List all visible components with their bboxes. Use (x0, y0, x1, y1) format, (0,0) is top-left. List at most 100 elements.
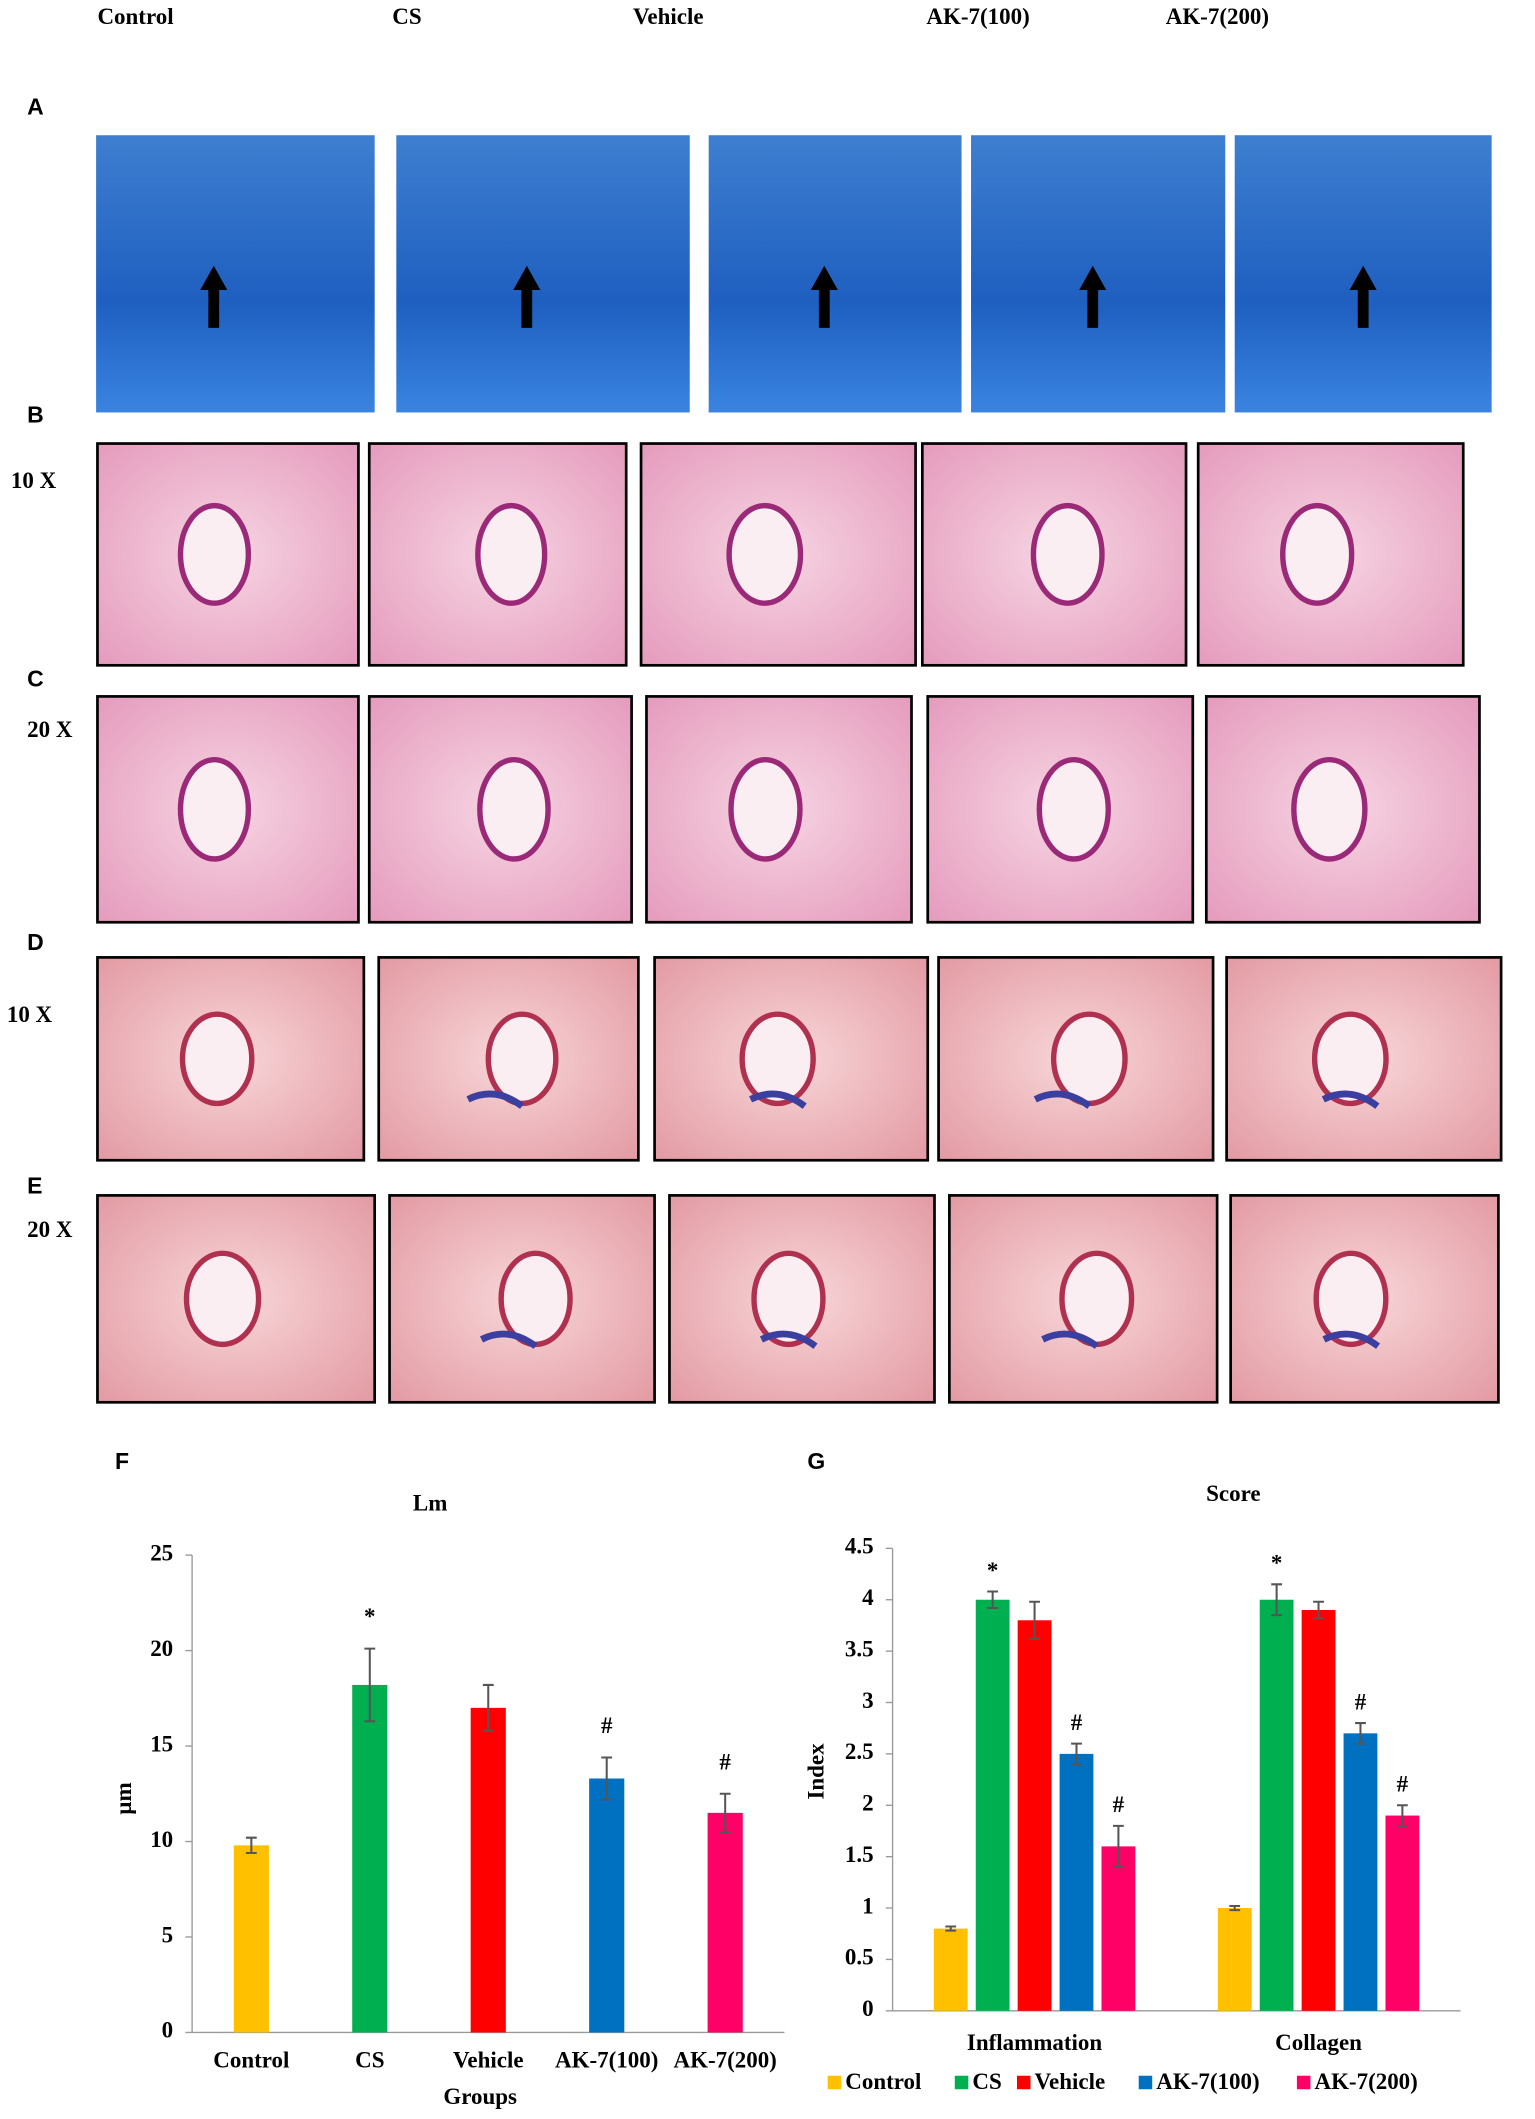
airway (728, 756, 803, 862)
bar (1259, 1599, 1294, 2011)
airway (1313, 1250, 1389, 1348)
y-tick-label: 0.5 (845, 1945, 874, 1970)
error-bar (1029, 1600, 1040, 1640)
y-tick-label: 2 (862, 1791, 873, 1816)
chart-title: Lm (413, 1490, 447, 1515)
arrow (1079, 265, 1107, 328)
collagen-stain (759, 1330, 818, 1349)
y-axis-label: µm (111, 1782, 136, 1814)
x-tick-label: Vehicle (453, 2047, 524, 2072)
error-bar (364, 1647, 376, 1723)
y-tick-label: 10 (150, 1827, 173, 1852)
legend-label: Control (845, 2069, 921, 2094)
column-header: AK-7(200) (1166, 4, 1269, 29)
column-header: Control (97, 4, 173, 29)
arrow (1349, 265, 1377, 328)
bar (1059, 1753, 1094, 2011)
y-tick-label: 20 (150, 1636, 173, 1661)
collagen-stain (466, 1090, 525, 1109)
column-header: AK-7(100) (926, 4, 1029, 29)
y-tick-label: 25 (150, 1540, 173, 1565)
bar (233, 1845, 269, 2033)
magnification: 10 X (7, 1002, 53, 1027)
airway (177, 502, 252, 606)
column-header: CS (392, 4, 421, 29)
column-header: Vehicle (633, 4, 704, 29)
legend-label: Vehicle (1035, 2069, 1106, 2094)
y-tick-label: 0 (162, 2018, 173, 2043)
x-tick-label: Inflammation (967, 2030, 1102, 2055)
legend-label: CS (972, 2069, 1001, 2094)
panel-label: B (27, 402, 44, 428)
collagen-stain (1322, 1330, 1381, 1349)
y-tick-label: 4 (862, 1585, 874, 1610)
bar (1101, 1846, 1136, 2011)
error-bar (1355, 1722, 1366, 1745)
chart-title: Score (1206, 1481, 1260, 1506)
arrow (200, 265, 228, 328)
y-tick-label: 5 (162, 1922, 173, 1947)
significance-marker: # (1113, 1792, 1125, 1817)
airway (1311, 1011, 1389, 1107)
xray-image (971, 135, 1226, 413)
panel-label: D (27, 929, 44, 955)
bar (352, 1684, 388, 2033)
error-bar (1071, 1742, 1082, 1766)
y-tick-label: 15 (150, 1731, 173, 1756)
y-tick-label: 0 (862, 1996, 873, 2021)
significance-marker: # (601, 1713, 613, 1738)
legend-label: AK-7(100) (1156, 2069, 1259, 2094)
y-axis-label: Index (803, 1743, 828, 1800)
legend-swatch (954, 2075, 969, 2090)
airway (1030, 502, 1105, 606)
bar (1385, 1815, 1420, 2011)
airway (1050, 1011, 1128, 1107)
airway (475, 502, 548, 606)
panel-label: G (807, 1448, 825, 1474)
error-bar (601, 1756, 613, 1801)
error-bar (1271, 1583, 1283, 1617)
significance-marker: # (1355, 1689, 1367, 1714)
error-bar (482, 1683, 494, 1732)
significance-marker: # (1071, 1710, 1083, 1735)
significance-marker: # (1397, 1772, 1409, 1797)
error-bar (719, 1792, 731, 1833)
bar (1217, 1908, 1252, 2011)
error-bar (245, 1836, 257, 1854)
collagen-stain (1033, 1090, 1092, 1109)
bar (933, 1928, 968, 2011)
x-tick-label: CS (355, 2047, 384, 2072)
error-bar (1113, 1824, 1124, 1868)
error-bar (1313, 1600, 1324, 1620)
magnification: 10 X (11, 468, 57, 493)
legend-swatch (827, 2075, 842, 2090)
panel-label: F (115, 1448, 129, 1474)
histology-image (926, 695, 1195, 924)
y-tick-label: 1.5 (845, 1842, 874, 1867)
airway (183, 1250, 262, 1348)
collagen-stain (749, 1090, 807, 1109)
y-tick-label: 1 (862, 1893, 873, 1918)
airway (477, 756, 551, 862)
y-tick-label: 4.5 (845, 1534, 874, 1559)
significance-marker: # (719, 1749, 731, 1774)
airway (739, 1011, 816, 1107)
error-bar (1396, 1804, 1408, 1827)
airway (485, 1011, 559, 1107)
arrow (810, 265, 838, 328)
magnification: 20 X (27, 717, 73, 742)
airway (498, 1250, 573, 1348)
arrow (513, 265, 541, 328)
bar (589, 1778, 625, 2033)
bar (1017, 1620, 1052, 2011)
x-tick-label: Control (213, 2047, 289, 2072)
x-tick-label: AK-7(200) (674, 2047, 777, 2072)
airway (177, 756, 252, 862)
y-tick-label: 2.5 (845, 1739, 874, 1764)
x-tick-label: Collagen (1275, 2030, 1362, 2055)
airway (179, 1011, 255, 1107)
airway (1291, 756, 1368, 862)
significance-marker: * (1271, 1551, 1282, 1576)
error-bar (987, 1590, 999, 1609)
